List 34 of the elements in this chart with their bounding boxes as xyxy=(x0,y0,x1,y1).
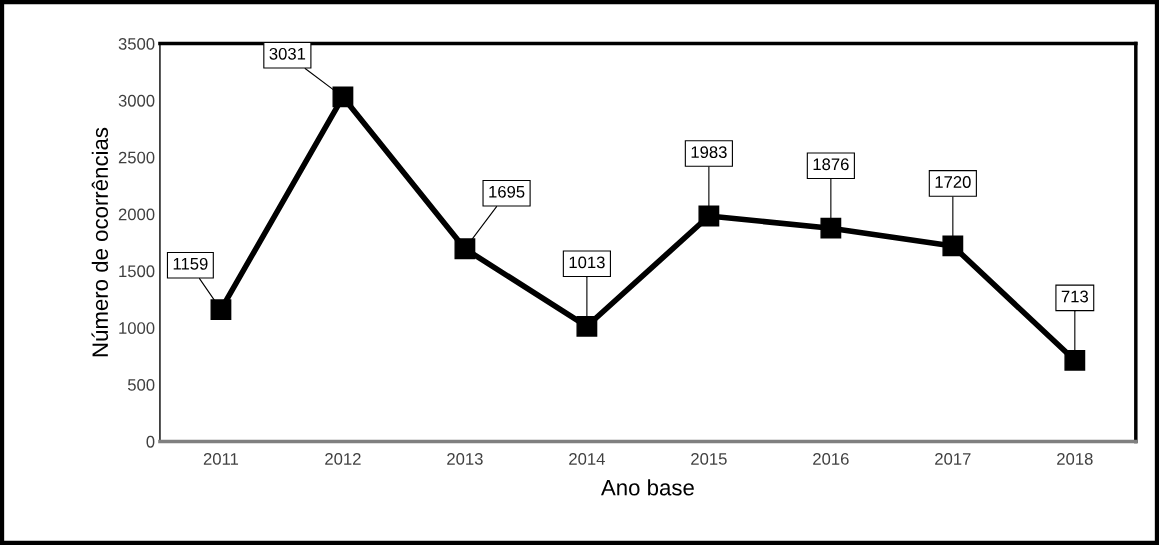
point xyxy=(576,315,598,337)
x-tick-label: 2017 xyxy=(935,453,971,465)
point xyxy=(454,238,476,260)
x-tick-label: 2016 xyxy=(813,453,849,465)
x-tick-label: 2015 xyxy=(691,453,727,465)
data-label: 1159 xyxy=(173,257,208,270)
x-tick-label: 2012 xyxy=(325,453,361,465)
y-tick-label: 3500 xyxy=(118,38,155,50)
y-tick-label: 3000 xyxy=(118,94,155,107)
y-tick-label: 2500 xyxy=(118,151,155,164)
data-label: 3031 xyxy=(269,47,306,60)
x-tick-label: 2013 xyxy=(447,453,483,465)
data-label: 1876 xyxy=(813,158,849,171)
y-axis-title: Número de ocorrências xyxy=(91,127,109,357)
data-label: 713 xyxy=(1061,290,1088,303)
data-label: 1695 xyxy=(489,185,525,198)
point xyxy=(1064,349,1086,371)
x-tick-label: 2014 xyxy=(569,453,605,465)
point xyxy=(210,299,232,321)
point xyxy=(698,205,720,227)
point xyxy=(332,86,354,108)
y-tick-label: 0 xyxy=(146,435,155,448)
y-tick-label: 2000 xyxy=(118,208,155,221)
data-label: 1983 xyxy=(691,146,727,159)
x-tick-label: 2011 xyxy=(203,453,239,465)
data-label: 1013 xyxy=(569,256,605,269)
y-tick-label: 500 xyxy=(127,379,155,391)
y-tick-label: 1000 xyxy=(119,322,155,334)
point xyxy=(820,217,842,239)
x-axis-title: Ano base xyxy=(600,479,694,496)
point xyxy=(942,235,964,257)
y-tick-label: 1500 xyxy=(119,265,155,278)
data-label: 1720 xyxy=(935,176,971,188)
x-tick-label: 2018 xyxy=(1057,453,1093,465)
